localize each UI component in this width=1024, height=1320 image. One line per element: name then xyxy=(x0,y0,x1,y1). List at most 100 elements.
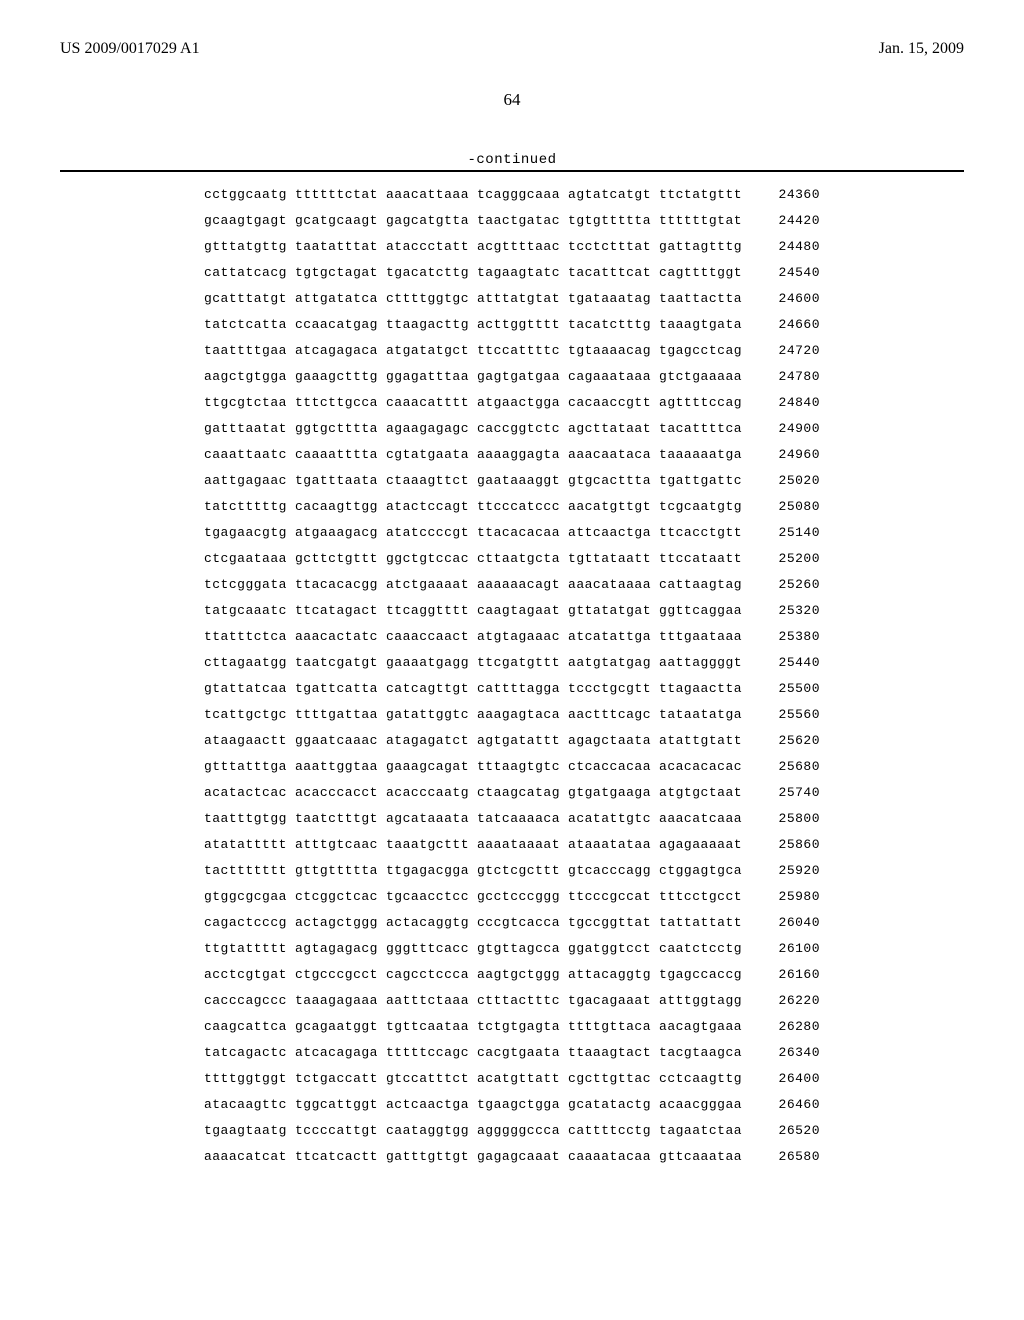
sequence-group: agggggccca xyxy=(477,1118,560,1144)
sequence-group: atttatgtat xyxy=(477,286,560,312)
sequence-group: atttggtagg xyxy=(659,988,742,1014)
sequence-group: agtatcatgt xyxy=(568,182,651,208)
sequence-group: ctaaagttct xyxy=(386,468,469,494)
publication-date: Jan. 15, 2009 xyxy=(879,40,964,58)
sequence-group: tgagcctcag xyxy=(659,338,742,364)
sequence-groups: tcattgctgcttttgattaagatattggtcaaagagtaca… xyxy=(204,702,742,728)
sequence-group: cagttttggt xyxy=(659,260,742,286)
sequence-group: catcagttgt xyxy=(386,676,469,702)
sequence-group: tttcctgcct xyxy=(659,884,742,910)
sequence-position: 26160 xyxy=(764,962,820,988)
sequence-group: cattttagga xyxy=(477,676,560,702)
sequence-group: atgatatgct xyxy=(386,338,469,364)
sequence-groups: gcatttatgtattgatatcacttttggtgcatttatgtat… xyxy=(204,286,742,312)
sequence-groups: ctcgaataaagcttctgtttggctgtccaccttaatgcta… xyxy=(204,546,742,572)
sequence-row: tatcagactcatcacagagatttttccagccacgtgaata… xyxy=(204,1040,820,1066)
sequence-groups: ataagaacttggaatcaaacatagagatctagtgatattt… xyxy=(204,728,742,754)
sequence-group: gcaagtgagt xyxy=(204,208,287,234)
sequence-group: ttacacacaa xyxy=(477,520,560,546)
sequence-group: agagctaata xyxy=(568,728,651,754)
sequence-group: atacaagttc xyxy=(204,1092,287,1118)
sequence-group: aaaacatcat xyxy=(204,1144,287,1170)
sequence-row: ctcgaataaagcttctgtttggctgtccaccttaatgcta… xyxy=(204,546,820,572)
sequence-group: caagtagaat xyxy=(477,598,560,624)
sequence-group: acgttttaac xyxy=(477,234,560,260)
sequence-groups: gtggcgcgaactcggctcactgcaacctccgcctcccggg… xyxy=(204,884,742,910)
sequence-group: gcatatactg xyxy=(568,1092,651,1118)
sequence-group: tacgtaagca xyxy=(659,1040,742,1066)
sequence-group: caaaatacaa xyxy=(568,1144,651,1170)
sequence-groups: ttttggtggttctgaccattgtccatttctacatgttatt… xyxy=(204,1066,742,1092)
sequence-group: gtgcacttta xyxy=(568,468,651,494)
sequence-group: tgattcatta xyxy=(295,676,378,702)
sequence-group: aaaataaaat xyxy=(477,832,560,858)
sequence-group: ttcatcactt xyxy=(295,1144,378,1170)
sequence-group: acacacacac xyxy=(659,754,742,780)
sequence-group: gtccatttct xyxy=(386,1066,469,1092)
sequence-group: tgttcaataa xyxy=(386,1014,469,1040)
sequence-row: gatttaatatggtgcttttaagaagagagccaccggtctc… xyxy=(204,416,820,442)
sequence-group: gaaagctttg xyxy=(295,364,378,390)
sequence-group: tgagccaccg xyxy=(659,962,742,988)
sequence-groups: gtttatgttgtaatatttatataccctattacgttttaac… xyxy=(204,234,742,260)
sequence-groups: cctggcaatgttttttctataaacattaaatcagggcaaa… xyxy=(204,182,742,208)
sequence-group: gtcacccagg xyxy=(568,858,651,884)
sequence-group: acaacgggaa xyxy=(659,1092,742,1118)
sequence-group: cagaaataaa xyxy=(568,364,651,390)
sequence-group: caaaccaact xyxy=(386,624,469,650)
sequence-group: caaacatttt xyxy=(386,390,469,416)
sequence-group: aaaaggagta xyxy=(477,442,560,468)
sequence-group: gtctcgcttt xyxy=(477,858,560,884)
sequence-group: ctttactttc xyxy=(477,988,560,1014)
sequence-position: 25920 xyxy=(764,858,820,884)
sequence-groups: gcaagtgagtgcatgcaagtgagcatgttataactgatac… xyxy=(204,208,742,234)
sequence-groups: tgagaacgtgatgaaagacgatatccccgtttacacacaa… xyxy=(204,520,742,546)
sequence-group: ttccattttc xyxy=(477,338,560,364)
sequence-position: 25200 xyxy=(764,546,820,572)
sequence-group: tattattatt xyxy=(659,910,742,936)
sequence-group: acacccacct xyxy=(295,780,378,806)
sequence-group: caaattaatc xyxy=(204,442,287,468)
sequence-group: taatttgtgg xyxy=(204,806,287,832)
sequence-groups: ttgtatttttagtagagacggggtttcaccgtgttagcca… xyxy=(204,936,742,962)
sequence-group: ttcccatccc xyxy=(477,494,560,520)
sequence-position: 25500 xyxy=(764,676,820,702)
sequence-row: tatctttttgcacaagttggatactccagtttcccatccc… xyxy=(204,494,820,520)
sequence-row: taattttgaaatcagagacaatgatatgctttccattttc… xyxy=(204,338,820,364)
sequence-row: gtttatttgaaaattggtaagaaagcagattttaagtgtc… xyxy=(204,754,820,780)
sequence-group: atttgtcaac xyxy=(295,832,378,858)
sequence-group: gagcatgtta xyxy=(386,208,469,234)
sequence-row: aagctgtggagaaagctttgggagatttaagagtgatgaa… xyxy=(204,364,820,390)
sequence-group: actcaactga xyxy=(386,1092,469,1118)
sequence-group: taattactta xyxy=(659,286,742,312)
sequence-groups: ttatttctcaaaacactatccaaaccaactatgtagaaac… xyxy=(204,624,742,650)
sequence-group: gggtttcacc xyxy=(386,936,469,962)
sequence-row: tatgcaaatcttcatagactttcaggttttcaagtagaat… xyxy=(204,598,820,624)
sequence-groups: acctcgtgatctgcccgcctcagcctcccaaagtgctggg… xyxy=(204,962,742,988)
sequence-group: tttttccagc xyxy=(386,1040,469,1066)
sequence-group: tggcattggt xyxy=(295,1092,378,1118)
sequence-group: ttccataatt xyxy=(659,546,742,572)
sequence-group: aaacactatc xyxy=(295,624,378,650)
sequence-group: gcatttatgt xyxy=(204,286,287,312)
sequence-group: attcaactga xyxy=(568,520,651,546)
sequence-group: aaacatcaaa xyxy=(659,806,742,832)
sequence-group: ttttttctat xyxy=(295,182,378,208)
sequence-groups: cattatcacgtgtgctagattgacatcttgtagaagtatc… xyxy=(204,260,742,286)
sequence-group: ataagaactt xyxy=(204,728,287,754)
sequence-position: 24900 xyxy=(764,416,820,442)
sequence-row: acctcgtgatctgcccgcctcagcctcccaaagtgctggg… xyxy=(204,962,820,988)
sequence-group: ggatggtcct xyxy=(568,936,651,962)
sequence-group: ttcaggtttt xyxy=(386,598,469,624)
sequence-group: agagaaaaat xyxy=(659,832,742,858)
sequence-group: ctcggctcac xyxy=(295,884,378,910)
sequence-row: gcaagtgagtgcatgcaagtgagcatgttataactgatac… xyxy=(204,208,820,234)
sequence-group: gtgatgaaga xyxy=(568,780,651,806)
sequence-group: tacttttttt xyxy=(204,858,287,884)
sequence-group: aaacattaaa xyxy=(386,182,469,208)
sequence-group: ggttcaggaa xyxy=(659,598,742,624)
sequence-group: ttagaactta xyxy=(659,676,742,702)
sequence-position: 24600 xyxy=(764,286,820,312)
sequence-group: acatactcac xyxy=(204,780,287,806)
sequence-group: aacagtgaaa xyxy=(659,1014,742,1040)
